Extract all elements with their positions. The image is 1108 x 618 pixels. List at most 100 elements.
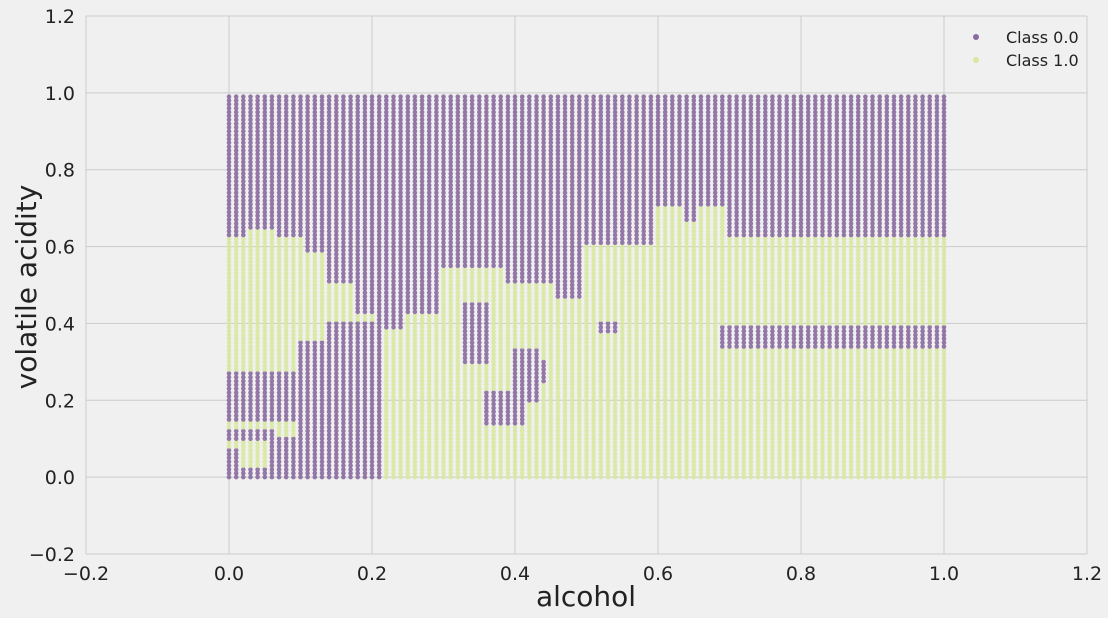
point-class-1 [255,252,260,257]
point-class-1 [248,344,253,349]
point-class-1 [233,282,239,288]
point-class-0 [226,401,232,407]
point-class-0 [248,221,253,226]
point-class-1 [241,313,246,319]
point-class-0 [233,474,239,480]
point-class-1 [248,232,253,238]
point-class-0 [233,194,239,199]
point-class-1 [233,328,239,334]
point-class-1 [248,455,253,461]
point-class-0 [255,225,260,230]
point-class-0 [241,198,246,203]
point-class-0 [248,225,253,230]
point-class-0 [226,182,232,188]
point-class-0 [226,105,232,111]
point-class-1 [255,321,260,326]
point-class-1 [255,421,260,426]
point-class-1 [241,463,246,468]
point-class-0 [255,202,260,207]
point-class-0 [241,405,246,411]
point-class-1 [226,332,232,338]
point-class-0 [241,152,246,157]
point-class-1 [226,344,232,349]
point-class-0 [255,398,260,403]
point-class-0 [334,94,339,99]
point-class-0 [255,471,260,476]
point-class-0 [233,451,239,457]
point-class-0 [233,405,239,411]
point-class-0 [233,217,239,222]
point-class-0 [226,152,232,157]
point-class-1 [241,248,246,253]
point-class-1 [241,325,246,330]
point-class-0 [255,194,260,199]
point-class-1 [255,336,260,342]
point-class-1 [248,263,253,269]
point-class-0 [255,436,260,442]
point-class-0 [519,94,525,99]
point-class-1 [248,252,253,257]
point-class-0 [248,178,253,184]
point-class-0 [469,94,475,99]
point-class-1 [255,275,260,280]
point-class-1 [241,332,246,338]
point-class-0 [233,94,239,99]
point-class-0 [233,178,239,184]
point-class-1 [255,463,260,468]
point-class-0 [248,125,253,130]
point-class-0 [241,190,246,196]
point-class-0 [226,436,232,442]
point-class-0 [255,155,260,161]
point-class-1 [255,240,260,245]
point-class-0 [233,394,239,399]
point-class-0 [226,428,232,434]
point-class-1 [241,348,246,353]
point-class-1 [255,236,260,242]
point-class-0 [426,94,432,99]
point-class-0 [255,413,260,419]
point-class-0 [255,175,260,180]
point-class-1 [241,309,246,315]
point-class-1 [233,351,239,357]
point-class-0 [248,144,253,149]
point-class-1 [248,255,253,261]
point-class-1 [241,444,246,449]
point-class-0 [255,186,260,192]
point-class-0 [248,194,253,199]
point-class-0 [233,232,239,238]
point-class-0 [248,167,253,172]
point-class-0 [248,417,253,422]
point-class-1 [255,244,260,249]
point-class-0 [255,152,260,157]
point-class-0 [226,455,232,461]
point-class-1 [255,455,260,461]
point-class-1 [255,359,260,365]
point-class-0 [248,413,253,419]
point-class-1 [255,317,260,322]
data-points [226,94,947,480]
point-class-1 [241,255,246,261]
point-class-0 [233,175,239,180]
point-class-0 [541,94,546,99]
point-class-1 [226,263,232,269]
point-class-0 [233,102,239,107]
point-class-0 [255,213,260,219]
point-class-0 [226,378,232,384]
point-class-1 [241,282,246,288]
point-class-1 [241,317,246,322]
point-class-1 [233,367,239,372]
point-class-0 [255,209,260,215]
point-class-0 [233,182,239,188]
point-class-0 [241,136,246,142]
point-class-0 [248,213,253,219]
point-class-1 [226,359,232,365]
point-class-0 [233,417,239,422]
point-class-0 [233,186,239,192]
point-class-0 [226,432,232,438]
point-class-1 [248,321,253,326]
point-class-0 [248,140,253,146]
point-class-0 [255,405,260,411]
point-class-1 [248,421,253,426]
point-class-0 [405,94,411,99]
point-class-0 [248,471,253,476]
